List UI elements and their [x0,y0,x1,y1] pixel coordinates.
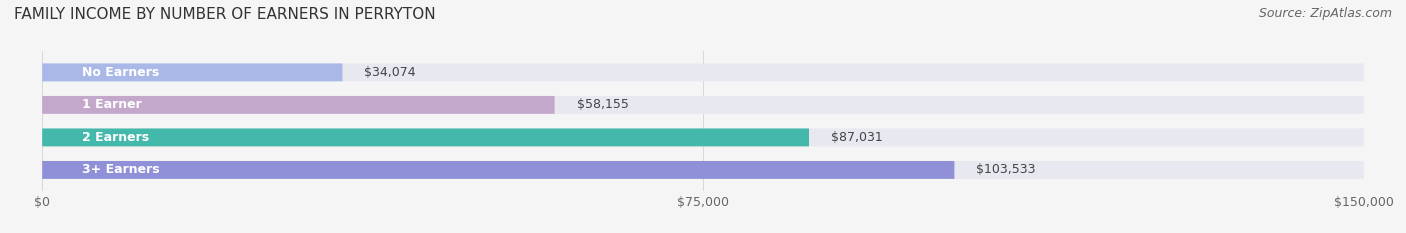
FancyBboxPatch shape [42,96,554,114]
Text: 3+ Earners: 3+ Earners [82,163,159,176]
FancyBboxPatch shape [42,96,1364,114]
Text: Source: ZipAtlas.com: Source: ZipAtlas.com [1258,7,1392,20]
FancyBboxPatch shape [42,63,343,81]
FancyBboxPatch shape [42,161,955,179]
Text: No Earners: No Earners [82,66,159,79]
FancyBboxPatch shape [42,128,808,146]
Text: $34,074: $34,074 [364,66,416,79]
FancyBboxPatch shape [42,161,1364,179]
Text: FAMILY INCOME BY NUMBER OF EARNERS IN PERRYTON: FAMILY INCOME BY NUMBER OF EARNERS IN PE… [14,7,436,22]
Text: $58,155: $58,155 [576,98,628,111]
Text: $103,533: $103,533 [976,163,1036,176]
Text: 1 Earner: 1 Earner [82,98,142,111]
FancyBboxPatch shape [42,128,1364,146]
Text: 2 Earners: 2 Earners [82,131,149,144]
FancyBboxPatch shape [42,63,1364,81]
Text: $87,031: $87,031 [831,131,883,144]
